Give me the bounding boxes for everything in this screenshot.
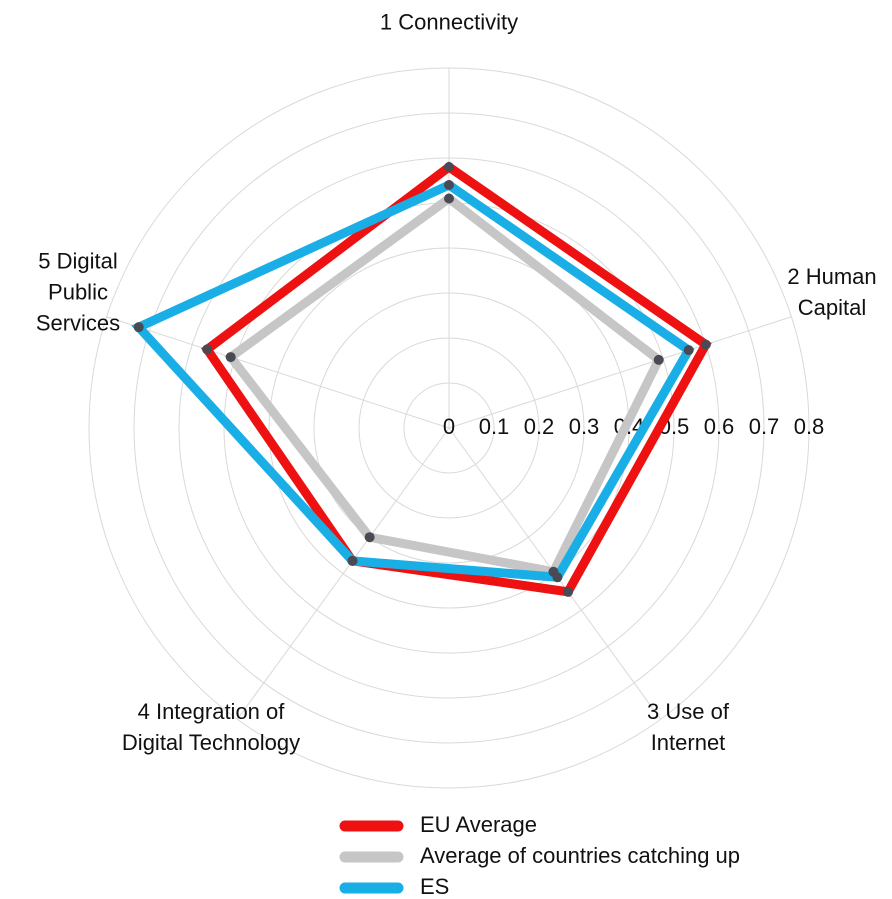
spoke bbox=[448, 316, 792, 429]
tick-label: 0.1 bbox=[479, 414, 510, 439]
tick-label: 0.8 bbox=[794, 414, 825, 439]
point bbox=[444, 180, 454, 190]
category-label: 1 Connectivity bbox=[379, 9, 519, 35]
point bbox=[225, 352, 236, 363]
point bbox=[653, 354, 664, 365]
tick-label: 0 bbox=[443, 414, 455, 439]
point bbox=[552, 572, 563, 583]
series-line bbox=[224, 192, 665, 577]
legend-label: EU Average bbox=[420, 812, 537, 837]
series-line bbox=[131, 179, 695, 582]
legend-label: ES bbox=[420, 874, 449, 899]
tick-label: 0.7 bbox=[749, 414, 780, 439]
point bbox=[563, 586, 574, 597]
point bbox=[444, 162, 454, 172]
point bbox=[347, 555, 358, 566]
tick-label: 0.2 bbox=[524, 414, 555, 439]
category-label: 4 Integration of Digital Technology bbox=[121, 699, 301, 755]
point bbox=[444, 193, 454, 204]
point bbox=[700, 339, 711, 350]
point bbox=[202, 344, 213, 355]
category-label: 5 Digital Public Services bbox=[35, 248, 121, 336]
point bbox=[364, 532, 375, 543]
tick-label: 0.6 bbox=[704, 414, 735, 439]
point bbox=[133, 322, 144, 333]
category-label: 3 Use of Internet bbox=[647, 699, 729, 755]
tick-label: 0.3 bbox=[569, 414, 600, 439]
point bbox=[683, 345, 694, 356]
spoke bbox=[236, 427, 450, 720]
spoke bbox=[106, 316, 450, 429]
category-label: 2 Human Capital bbox=[787, 264, 877, 320]
legend-label: Average of countries catching up bbox=[420, 843, 740, 868]
series-line bbox=[201, 161, 712, 597]
